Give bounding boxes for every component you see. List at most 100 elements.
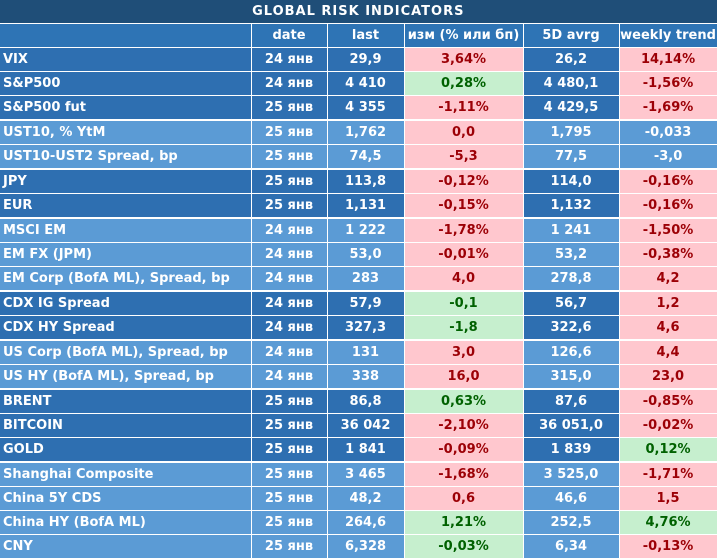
cell-name: China 5Y CDS [0,486,252,511]
cell-trend: -3,0 [619,144,717,170]
cell-change: 1,21% [404,510,524,535]
cell-last: 113,8 [327,168,405,194]
cell-avg5d: 315,0 [523,364,620,390]
table-row: S&P500 24 янв 4 410 0,28% 4 480,1 -1,56% [0,71,717,96]
cell-avg5d: 4 480,1 [523,71,620,96]
cell-change: 4,0 [404,266,524,292]
cell-change: -1,8 [404,315,524,341]
cell-avg5d: 114,0 [523,168,620,194]
table-row: UST10, % YtM 25 янв 1,762 0,0 1,795 -0,033 [0,119,717,145]
cell-last: 48,2 [327,486,405,511]
cell-trend: 4,76% [619,510,717,535]
header-last: last [327,23,405,48]
cell-change: -1,78% [404,217,524,243]
cell-trend: -1,50% [619,217,717,243]
cell-avg5d: 1,132 [523,193,620,219]
cell-name: US HY (BofA ML), Spread, bp [0,364,252,390]
cell-trend: 1,5 [619,486,717,511]
cell-name: CDX IG Spread [0,290,252,316]
cell-trend: 14,14% [619,47,717,72]
cell-avg5d: 36 051,0 [523,413,620,438]
cell-last: 53,0 [327,242,405,267]
table-title: GLOBAL RISK INDICATORS [0,0,717,24]
cell-change: -0,12% [404,168,524,194]
cell-date: 25 янв [251,168,328,194]
cell-last: 338 [327,364,405,390]
table-row: Shanghai Composite 25 янв 3 465 -1,68% 3 525… [0,461,717,487]
cell-date: 24 янв [251,47,328,72]
cell-change: -1,11% [404,95,524,121]
cell-last: 36 042 [327,413,405,438]
cell-last: 283 [327,266,405,292]
cell-change: 3,0 [404,339,524,365]
cell-change: -0,03% [404,534,524,559]
cell-name: China HY (BofA ML) [0,510,252,535]
cell-trend: -0,85% [619,388,717,414]
cell-date: 25 янв [251,510,328,535]
table-row: US HY (BofA ML), Spread, bp 24 янв 338 16,0… [0,364,717,390]
table-row: EM Corp (BofA ML), Spread, bp 24 янв 283 4,… [0,266,717,292]
cell-avg5d: 1 241 [523,217,620,243]
cell-trend: -0,02% [619,413,717,438]
cell-change: 3,64% [404,47,524,72]
cell-change: 0,6 [404,486,524,511]
cell-date: 25 янв [251,95,328,121]
cell-change: 16,0 [404,364,524,390]
cell-change: -1,68% [404,461,524,487]
cell-last: 29,9 [327,47,405,72]
cell-date: 24 янв [251,71,328,96]
cell-last: 1 841 [327,437,405,463]
cell-change: -0,1 [404,290,524,316]
table-row: GOLD 25 янв 1 841 -0,09% 1 839 0,12% [0,437,717,463]
cell-trend: -0,13% [619,534,717,559]
cell-name: EM Corp (BofA ML), Spread, bp [0,266,252,292]
cell-name: BRENT [0,388,252,414]
cell-name: EUR [0,193,252,219]
header-row: date last изм (% или бп) 5D avrg weekly … [0,23,717,48]
cell-name: UST10-UST2 Spread, bp [0,144,252,170]
table-row: UST10-UST2 Spread, bp 25 янв 74,5 -5,3 77,5-… [0,144,717,170]
cell-trend: -1,69% [619,95,717,121]
cell-avg5d: 278,8 [523,266,620,292]
cell-trend: 4,4 [619,339,717,365]
header-trend: weekly trend [619,23,717,48]
cell-last: 3 465 [327,461,405,487]
cell-trend: 4,6 [619,315,717,341]
cell-avg5d: 87,6 [523,388,620,414]
header-change: изм (% или бп) [404,23,524,48]
cell-avg5d: 46,6 [523,486,620,511]
cell-last: 6,328 [327,534,405,559]
table-row: BITCOIN 25 янв 36 042 -2,10% 36 051,0 -0,02% [0,413,717,438]
header-avg5d: 5D avrg [523,23,620,48]
header-date: date [251,23,328,48]
table-row: MSCI EM 24 янв 1 222 -1,78% 1 241 -1,50% [0,217,717,243]
cell-avg5d: 1 839 [523,437,620,463]
cell-date: 25 янв [251,486,328,511]
cell-avg5d: 77,5 [523,144,620,170]
cell-change: -5,3 [404,144,524,170]
cell-name: MSCI EM [0,217,252,243]
table-row: China HY (BofA ML) 25 янв 264,6 1,21% 252,5 4… [0,510,717,535]
cell-date: 25 янв [251,461,328,487]
cell-name: VIX [0,47,252,72]
table-row: CDX HY Spread 24 янв 327,3 -1,8 322,6 4,6 [0,315,717,341]
cell-trend: 4,2 [619,266,717,292]
table-row: VIX 24 янв 29,9 3,64% 26,2 14,14% [0,47,717,72]
table-row: CDX IG Spread 24 янв 57,9 -0,1 56,7 1,2 [0,290,717,316]
cell-last: 57,9 [327,290,405,316]
cell-avg5d: 1,795 [523,119,620,145]
cell-name: Shanghai Composite [0,461,252,487]
cell-last: 264,6 [327,510,405,535]
cell-last: 74,5 [327,144,405,170]
table-row: EUR 25 янв 1,131 -0,15% 1,132 -0,16% [0,193,717,219]
cell-last: 86,8 [327,388,405,414]
table-row: US Corp (BofA ML), Spread, bp 24 янв 131 3,… [0,339,717,365]
cell-name: S&P500 [0,71,252,96]
cell-change: 0,0 [404,119,524,145]
table-row: CNY 25 янв 6,328 -0,03% 6,34 -0,13% [0,534,717,559]
cell-trend: -0,38% [619,242,717,267]
cell-trend: 23,0 [619,364,717,390]
cell-last: 131 [327,339,405,365]
